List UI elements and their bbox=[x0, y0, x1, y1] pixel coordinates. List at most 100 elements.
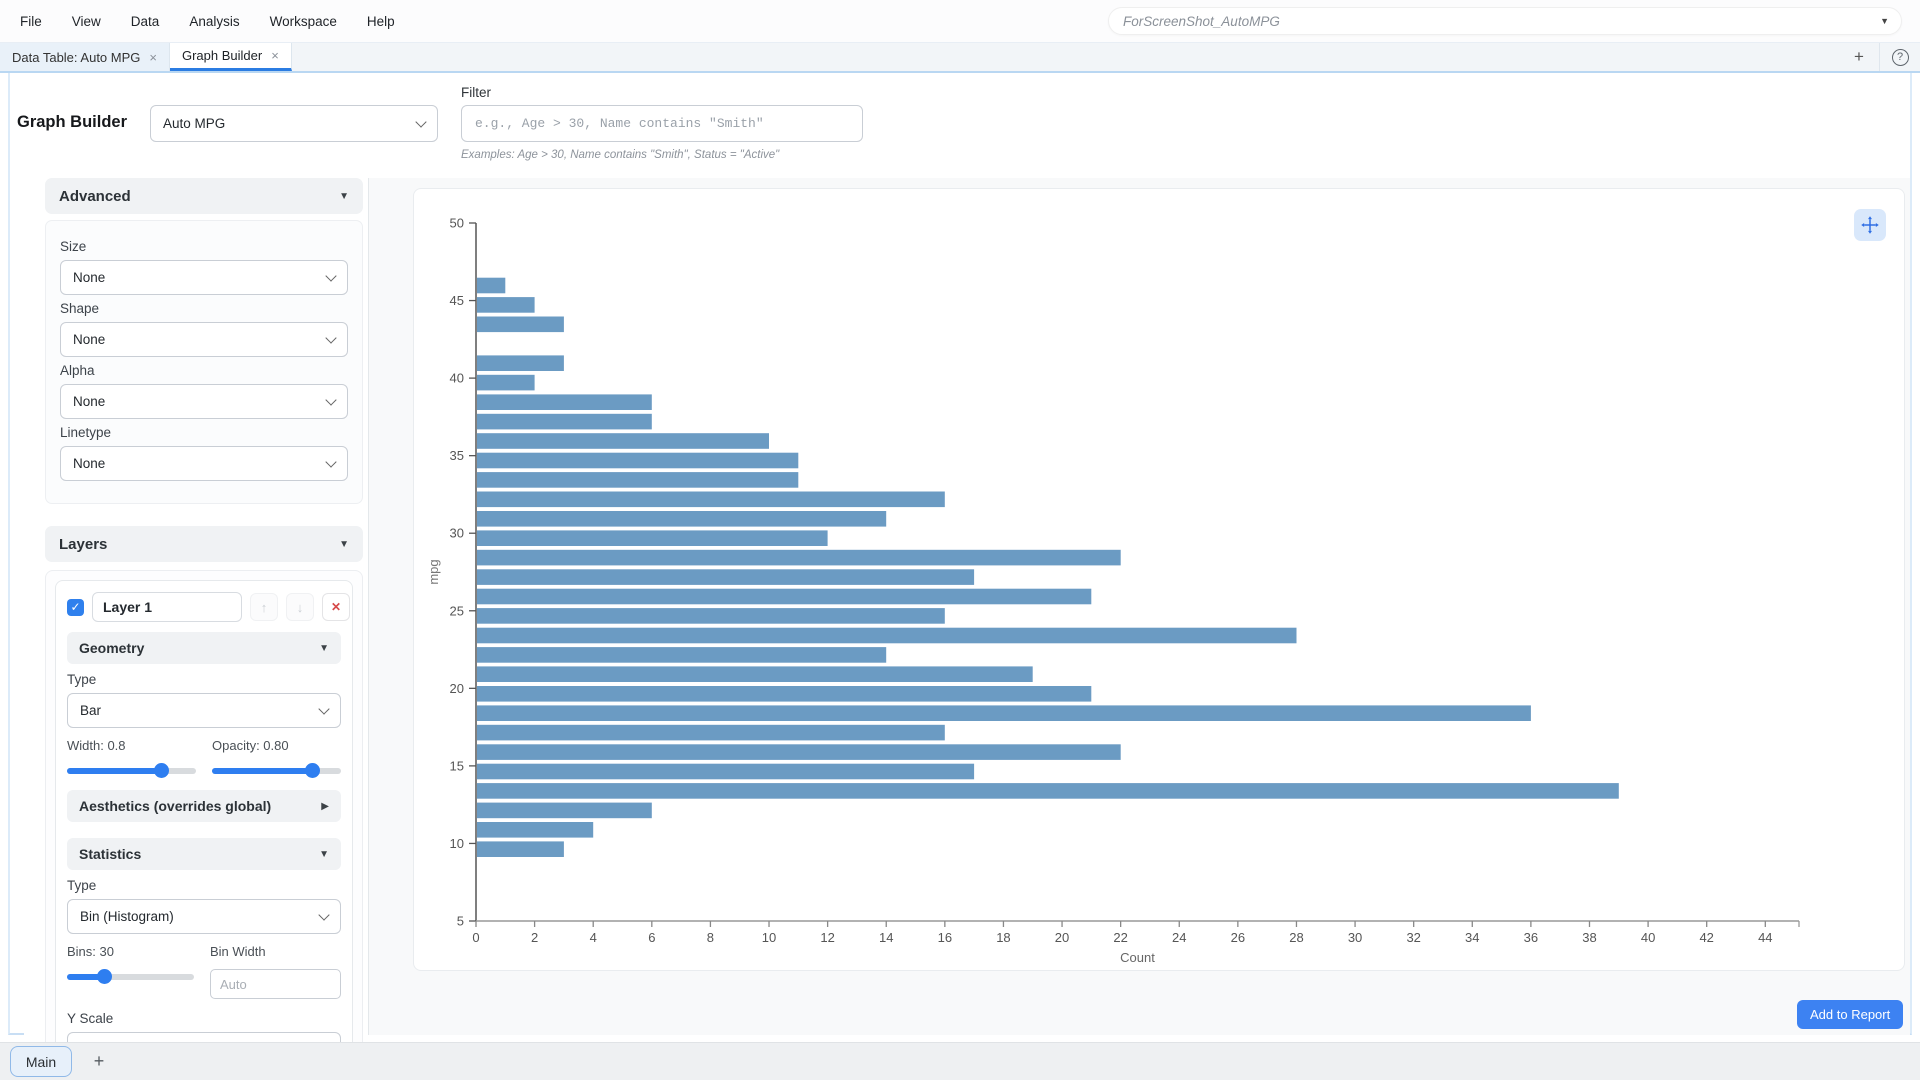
x-tick-label: 2 bbox=[531, 930, 538, 945]
y-tick-label: 10 bbox=[450, 836, 464, 851]
opacity-slider[interactable] bbox=[212, 763, 341, 778]
x-tick-label: 10 bbox=[762, 930, 776, 945]
width-slider-thumb[interactable] bbox=[154, 763, 170, 778]
filter-examples: Examples: Age > 30, Name contains "Smith… bbox=[461, 149, 780, 161]
menu-item-help[interactable]: Help bbox=[366, 13, 395, 29]
tabs: Data Table: Auto MPG × Graph Builder × bbox=[0, 43, 292, 71]
linetype-select[interactable]: None bbox=[60, 446, 348, 481]
bins-slider-thumb[interactable] bbox=[97, 969, 113, 984]
x-tick-label: 16 bbox=[938, 930, 952, 945]
geometry-section-title: Geometry bbox=[79, 640, 145, 656]
chevron-down-icon bbox=[325, 455, 337, 468]
y-scale-select[interactable]: Count bbox=[67, 1032, 341, 1042]
size-select[interactable]: None bbox=[60, 260, 348, 295]
statistics-type-select[interactable]: Bin (Histogram) bbox=[67, 899, 341, 934]
workspace-name-field[interactable]: ForScreenShot_AutoMPG ▼ bbox=[1108, 7, 1902, 35]
workspace-caret-icon[interactable]: ▼ bbox=[1880, 16, 1889, 26]
close-icon[interactable]: × bbox=[271, 48, 279, 63]
add-to-report-button[interactable]: Add to Report bbox=[1797, 1000, 1904, 1029]
help-button[interactable]: ? bbox=[1880, 48, 1920, 66]
sidebar: Advanced ▼ Size None Shape None Alpha None Lin… bbox=[24, 178, 368, 1042]
tab-graph-builder[interactable]: Graph Builder × bbox=[169, 43, 292, 71]
layer-enabled-checkbox[interactable]: ✓ bbox=[67, 598, 84, 616]
menu-item-data[interactable]: Data bbox=[130, 13, 160, 29]
layer-move-up-button[interactable]: ↑ bbox=[250, 593, 278, 621]
opacity-slider-thumb[interactable] bbox=[304, 763, 320, 778]
histogram-bar bbox=[477, 705, 1531, 721]
histogram-bar bbox=[477, 608, 945, 624]
bins-slider[interactable] bbox=[67, 969, 194, 984]
advanced-panel-body: Size None Shape None Alpha None Linetype None bbox=[45, 220, 363, 504]
chevron-down-icon bbox=[318, 908, 330, 921]
statistics-section-header[interactable]: Statistics ▼ bbox=[67, 838, 341, 870]
layer-move-down-button[interactable]: ↓ bbox=[286, 593, 314, 621]
advanced-panel-header[interactable]: Advanced ▼ bbox=[45, 178, 363, 214]
size-label: Size bbox=[60, 239, 87, 254]
layers-panel-header[interactable]: Layers ▼ bbox=[45, 526, 363, 562]
sidebar-divider bbox=[368, 178, 369, 1035]
layer-delete-button[interactable]: ✕ bbox=[322, 593, 350, 621]
histogram-bar bbox=[477, 452, 799, 469]
y-tick-label: 15 bbox=[450, 758, 464, 773]
shape-select[interactable]: None bbox=[60, 322, 348, 357]
bottom-bar: Main + bbox=[0, 1042, 1920, 1080]
shape-select-value: None bbox=[73, 332, 106, 347]
x-tick-label: 42 bbox=[1699, 930, 1713, 945]
tab-bar: Data Table: Auto MPG × Graph Builder × + ? bbox=[0, 42, 1920, 73]
layer-card: ✓ ↑ ↓ ✕ Geometry ▼ Type Bar Width: 0.8 bbox=[55, 580, 353, 1042]
layers-panel-title: Layers bbox=[59, 535, 108, 553]
width-slider-label: Width: 0.8 bbox=[67, 738, 126, 753]
histogram-bar bbox=[477, 822, 594, 838]
width-slider[interactable] bbox=[67, 763, 196, 778]
geometry-section-header[interactable]: Geometry ▼ bbox=[67, 632, 341, 664]
advanced-panel-title: Advanced bbox=[59, 187, 131, 205]
x-tick-label: 30 bbox=[1348, 930, 1362, 945]
chevron-down-icon bbox=[325, 269, 337, 282]
tab-bar-divider bbox=[1879, 43, 1880, 71]
chevron-down-icon bbox=[318, 702, 330, 715]
page-title: Graph Builder bbox=[17, 113, 128, 131]
geometry-type-select[interactable]: Bar bbox=[67, 693, 341, 728]
x-tick-label: 4 bbox=[590, 930, 597, 945]
layer-name-input[interactable] bbox=[92, 592, 242, 622]
menu-item-workspace[interactable]: Workspace bbox=[269, 13, 337, 29]
menu-item-file[interactable]: File bbox=[20, 13, 42, 29]
aesthetics-section-header[interactable]: Aesthetics (overrides global) ▶ bbox=[67, 790, 341, 822]
chevron-down-icon bbox=[415, 115, 427, 128]
x-tick-label: 40 bbox=[1641, 930, 1655, 945]
filter-input[interactable] bbox=[461, 105, 863, 142]
tab-data-table-auto-mpg[interactable]: Data Table: Auto MPG × bbox=[0, 43, 170, 71]
bottom-add-tab-button[interactable]: + bbox=[93, 1051, 105, 1071]
x-tick-label: 14 bbox=[879, 930, 893, 945]
layers-panel-body: ✓ ↑ ↓ ✕ Geometry ▼ Type Bar Width: 0.8 bbox=[45, 570, 363, 1042]
x-tick-label: 26 bbox=[1231, 930, 1245, 945]
chevron-down-icon bbox=[325, 331, 337, 344]
histogram-bar bbox=[477, 549, 1121, 566]
x-tick-label: 36 bbox=[1524, 930, 1538, 945]
menu-item-view[interactable]: View bbox=[71, 13, 101, 29]
y-tick-label: 25 bbox=[450, 603, 464, 618]
histogram-bar bbox=[477, 433, 769, 449]
close-icon[interactable]: × bbox=[149, 49, 157, 65]
dataset-select[interactable]: Auto MPG bbox=[150, 105, 438, 142]
workspace-name: ForScreenShot_AutoMPG bbox=[1123, 13, 1280, 29]
alpha-select-value: None bbox=[73, 394, 106, 409]
y-tick-label: 45 bbox=[450, 293, 464, 308]
chart-panel: 5 10 15 20 25 30 35 40 45 50 0 2 4 6 8 10 12 14 16 18 20 22 24… bbox=[413, 188, 1905, 971]
histogram-bar bbox=[477, 355, 564, 371]
alpha-select[interactable]: None bbox=[60, 384, 348, 419]
histogram-bar bbox=[477, 686, 1092, 702]
histogram-bar bbox=[477, 763, 975, 780]
bottom-tab-main[interactable]: Main bbox=[10, 1046, 72, 1077]
chevron-down-icon bbox=[325, 393, 337, 406]
menu-item-analysis[interactable]: Analysis bbox=[189, 13, 240, 29]
bin-width-input[interactable] bbox=[210, 969, 341, 999]
histogram-bar bbox=[477, 297, 535, 313]
histogram-bar bbox=[477, 530, 828, 546]
new-tab-button[interactable]: + bbox=[1854, 47, 1864, 66]
caret-right-icon: ▶ bbox=[321, 800, 329, 812]
x-tick-label: 18 bbox=[996, 930, 1010, 945]
pan-tool-button[interactable] bbox=[1854, 209, 1886, 241]
x-tick-label: 20 bbox=[1055, 930, 1069, 945]
x-tick-label: 22 bbox=[1113, 930, 1127, 945]
